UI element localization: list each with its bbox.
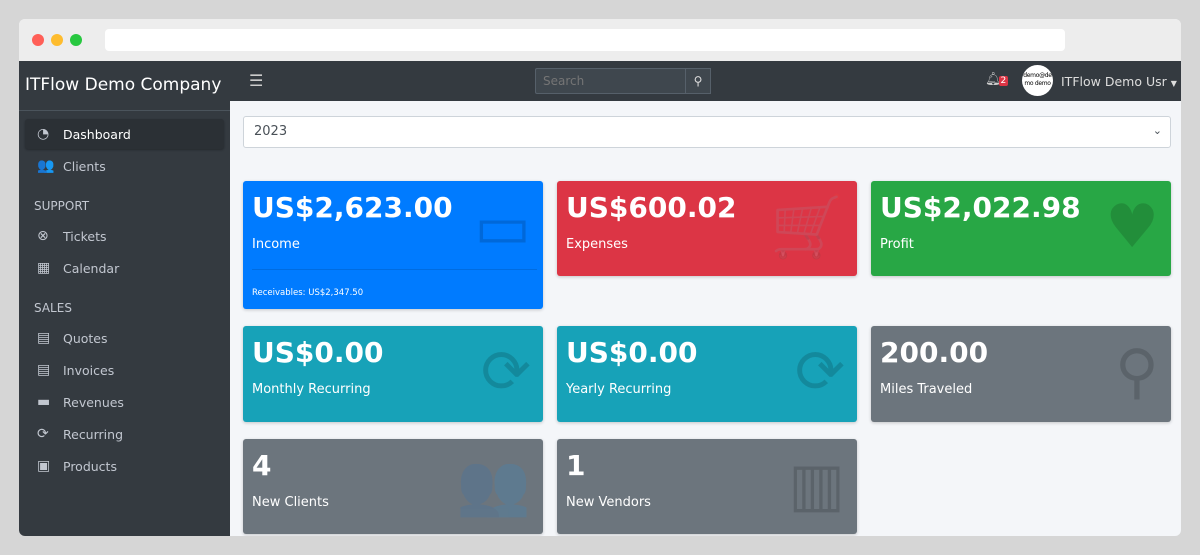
sidebar-item-label: Clients xyxy=(63,158,106,174)
top-navbar: ☰ ⚲ 🔔︎2 demo@demo demo ITFlow Demo Usr ▼ xyxy=(230,61,1181,101)
expenses-card[interactable]: US$600.02 Expenses 🛒 xyxy=(557,181,857,276)
cart-icon: 🛒 xyxy=(770,192,845,262)
card-value: US$0.00 xyxy=(566,336,698,369)
avatar[interactable]: demo@demo demo xyxy=(1022,65,1053,96)
card-label: Expenses xyxy=(566,237,628,252)
sidebar-item-label: Dashboard xyxy=(63,126,131,142)
brand[interactable]: ITFlow Demo Company xyxy=(19,61,230,111)
year-select-value: 2023 xyxy=(254,124,288,139)
card-label: Profit xyxy=(880,237,914,252)
card-value: 1 xyxy=(566,449,586,482)
user-name: ITFlow Demo Usr xyxy=(1061,74,1167,89)
sync-icon: ⟳ xyxy=(480,337,531,407)
sync-icon: ⟳ xyxy=(37,426,49,442)
sidebar-item-products[interactable]: ▣ Products xyxy=(25,451,224,481)
sidebar-item-invoices[interactable]: ▤ Invoices xyxy=(25,355,224,385)
search-box: ⚲ xyxy=(535,68,711,94)
card-value: 200.00 xyxy=(880,336,989,369)
sidebar-item-tickets[interactable]: ⊗ Tickets xyxy=(25,221,224,251)
browser-chrome xyxy=(19,19,1181,61)
monthly-recurring-card[interactable]: US$0.00 Monthly Recurring ⟳ xyxy=(243,326,543,422)
caret-down-icon: ▼ xyxy=(1170,79,1177,88)
sidebar-item-clients[interactable]: 👥 Clients xyxy=(25,151,224,181)
new-clients-card[interactable]: 4 New Clients 👥 xyxy=(243,439,543,534)
sidebar-item-quotes[interactable]: ▤ Quotes xyxy=(25,323,224,353)
card-label: Miles Traveled xyxy=(880,382,973,397)
yearly-recurring-card[interactable]: US$0.00 Yearly Recurring ⟳ xyxy=(557,326,857,422)
notifications-bell-icon[interactable]: 🔔︎2 xyxy=(985,72,1009,87)
main-content: 2023 ⌄ US$2,623.00 Income ▭ Receivables: U… xyxy=(230,101,1181,536)
search-input[interactable] xyxy=(535,68,685,94)
miles-traveled-card[interactable]: 200.00 Miles Traveled ⚲ xyxy=(871,326,1171,422)
heart-icon: ♥ xyxy=(1105,192,1159,262)
sidebar-item-label: Tickets xyxy=(63,228,107,244)
card-value: US$2,022.98 xyxy=(880,191,1081,224)
sales-header: SALES xyxy=(34,301,72,315)
maximize-dot[interactable] xyxy=(70,34,82,46)
card-label: Yearly Recurring xyxy=(566,382,672,397)
sidebar-item-label: Quotes xyxy=(63,330,108,346)
card-label: New Vendors xyxy=(566,495,651,510)
sidebar-item-revenues[interactable]: ▬ Revenues xyxy=(25,387,224,417)
sync-icon: ⟳ xyxy=(794,337,845,407)
close-dot[interactable] xyxy=(32,34,44,46)
credit-card-icon: ▭ xyxy=(474,192,531,262)
card-value: US$2,623.00 xyxy=(252,191,453,224)
users-icon: 👥 xyxy=(456,450,531,520)
year-select[interactable]: 2023 ⌄ xyxy=(243,116,1171,148)
invoice-icon: ▤ xyxy=(37,362,51,378)
profit-card[interactable]: US$2,022.98 Profit ♥ xyxy=(871,181,1171,276)
sidebar-item-label: Calendar xyxy=(63,260,120,276)
sidebar-item-calendar[interactable]: ▦ Calendar xyxy=(25,253,224,283)
users-icon: 👥 xyxy=(37,158,55,174)
search-button[interactable]: ⚲ xyxy=(685,68,711,94)
building-icon: ▥ xyxy=(788,450,845,520)
support-header: SUPPORT xyxy=(34,199,90,213)
browser-window: ITFlow Demo Company ◔ Dashboard 👥 Clients … xyxy=(19,19,1181,536)
sidebar-item-dashboard[interactable]: ◔ Dashboard xyxy=(25,119,224,149)
new-vendors-card[interactable]: 1 New Vendors ▥ xyxy=(557,439,857,534)
minimize-dot[interactable] xyxy=(51,34,63,46)
card-value: US$600.02 xyxy=(566,191,737,224)
sidebar-item-label: Recurring xyxy=(63,426,123,442)
sidebar-item-label: Invoices xyxy=(63,362,115,378)
route-icon: ⚲ xyxy=(1115,337,1159,407)
receivables-text: Receivables: US$2,347.50 xyxy=(252,288,364,298)
income-card[interactable]: US$2,623.00 Income ▭ Receivables: US$2,34… xyxy=(243,181,543,309)
user-menu[interactable]: ITFlow Demo Usr ▼ xyxy=(1061,74,1177,89)
box-icon: ▣ xyxy=(37,458,51,474)
notification-badge: 2 xyxy=(998,76,1009,86)
card-divider xyxy=(252,269,537,270)
sidebar-item-label: Revenues xyxy=(63,394,124,410)
card-label: Income xyxy=(252,237,300,252)
calendar-icon: ▦ xyxy=(37,260,51,276)
chevron-down-icon: ⌄ xyxy=(1152,124,1162,137)
sidebar: ITFlow Demo Company ◔ Dashboard 👥 Clients … xyxy=(19,61,230,536)
sidebar-item-recurring[interactable]: ⟳ Recurring xyxy=(25,419,224,449)
card-label: New Clients xyxy=(252,495,329,510)
card-label: Monthly Recurring xyxy=(252,382,371,397)
life-ring-icon: ⊗ xyxy=(37,228,49,244)
address-bar[interactable] xyxy=(105,29,1065,51)
sidebar-item-label: Products xyxy=(63,458,117,474)
card-value: US$0.00 xyxy=(252,336,384,369)
card-value: 4 xyxy=(252,449,272,482)
hamburger-menu-icon[interactable]: ☰ xyxy=(249,71,264,90)
file-icon: ▤ xyxy=(37,330,51,346)
credit-card-icon: ▬ xyxy=(37,394,51,410)
tachometer-icon: ◔ xyxy=(37,126,50,142)
